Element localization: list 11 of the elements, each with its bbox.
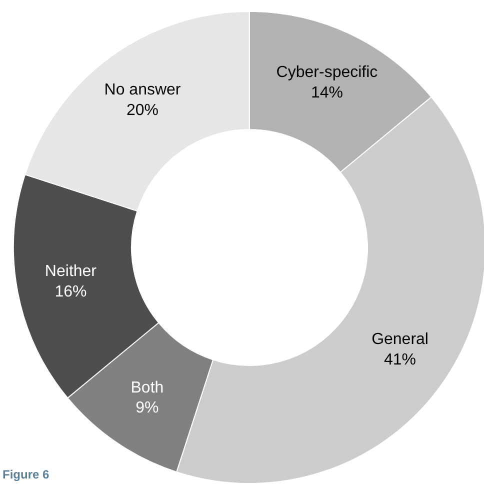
slice-label: Both <box>130 379 164 396</box>
data-label: 41% <box>384 352 416 368</box>
caption: Figure 6 <box>2 468 50 482</box>
slice-label: Cyber-specific <box>276 64 378 82</box>
slice-label: Neither <box>44 262 98 280</box>
data-label: 16% <box>54 283 87 300</box>
data-label: 20% <box>126 102 159 119</box>
data-label: 9% <box>136 400 159 417</box>
slice-label: General <box>372 331 428 348</box>
data-label: 14% <box>310 84 344 102</box>
slice-label: No answer <box>104 82 182 99</box>
